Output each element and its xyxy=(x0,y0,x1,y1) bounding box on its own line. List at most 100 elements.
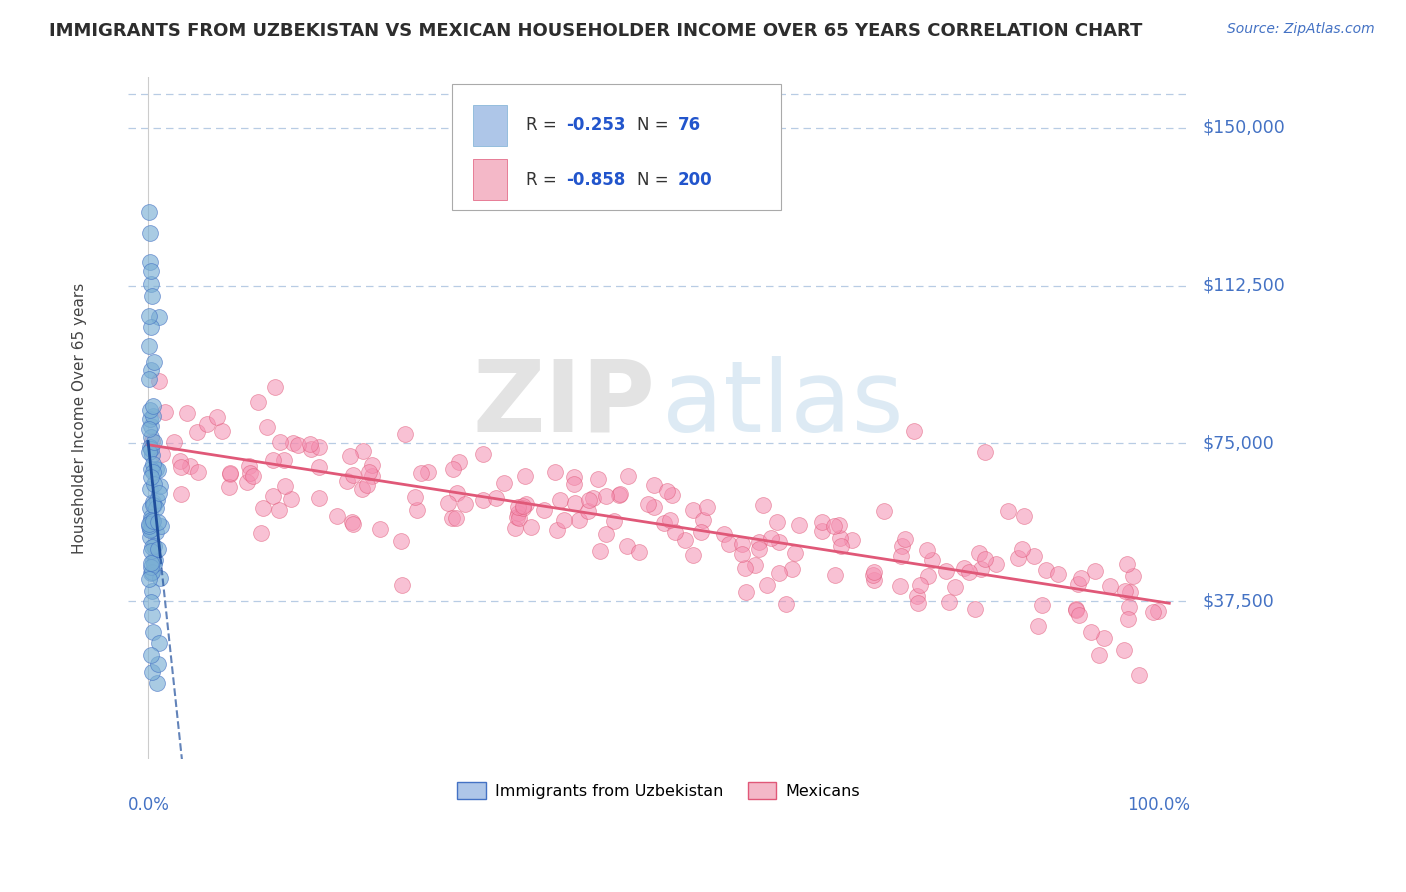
Point xyxy=(143,553,166,567)
Point xyxy=(143,498,166,512)
Point xyxy=(141,448,163,462)
Point xyxy=(139,557,162,571)
Point xyxy=(1098,579,1121,593)
Text: 200: 200 xyxy=(678,170,713,188)
Point xyxy=(440,511,463,525)
Point xyxy=(155,405,177,419)
Text: $112,500: $112,500 xyxy=(1202,277,1285,294)
Point xyxy=(969,546,991,560)
Text: -0.858: -0.858 xyxy=(567,170,626,188)
Point xyxy=(187,466,209,480)
Point xyxy=(1084,565,1107,579)
Point xyxy=(170,459,193,474)
Text: N =: N = xyxy=(637,116,675,134)
Point xyxy=(586,472,609,486)
Point xyxy=(768,566,790,580)
Point xyxy=(661,487,683,501)
Text: 76: 76 xyxy=(678,116,702,134)
Point xyxy=(508,510,530,524)
Point xyxy=(339,449,361,463)
Point xyxy=(997,504,1019,518)
Point xyxy=(562,470,585,484)
Point xyxy=(389,534,412,549)
Point xyxy=(627,545,650,559)
Point xyxy=(141,665,163,679)
Text: -0.253: -0.253 xyxy=(567,116,626,134)
Point xyxy=(256,419,278,434)
Point xyxy=(578,492,600,507)
Legend: Immigrants from Uzbekistan, Mexicans: Immigrants from Uzbekistan, Mexicans xyxy=(450,776,868,805)
Point xyxy=(150,446,173,460)
Point xyxy=(775,597,797,611)
Point xyxy=(139,470,162,484)
Point xyxy=(145,462,167,476)
Point xyxy=(766,515,789,529)
Point xyxy=(141,583,163,598)
Point xyxy=(654,516,676,530)
Point xyxy=(643,500,665,514)
Point xyxy=(943,580,966,594)
Point xyxy=(142,409,165,423)
Point xyxy=(142,499,165,513)
Point xyxy=(1070,571,1092,585)
Point xyxy=(894,532,917,546)
Point xyxy=(1035,563,1057,577)
Point xyxy=(139,320,162,334)
Point xyxy=(139,403,162,417)
Point xyxy=(1146,604,1168,618)
Point xyxy=(1114,584,1136,599)
Point xyxy=(404,490,426,504)
Point xyxy=(264,380,287,394)
Point xyxy=(148,541,170,556)
Point xyxy=(148,485,170,500)
Point xyxy=(340,515,363,529)
Point xyxy=(146,676,169,690)
Point xyxy=(903,424,925,438)
Point xyxy=(142,465,165,479)
Point xyxy=(411,466,433,480)
Point xyxy=(249,526,271,541)
FancyBboxPatch shape xyxy=(451,84,780,211)
Point xyxy=(280,492,302,507)
Point xyxy=(342,468,364,483)
Text: $37,500: $37,500 xyxy=(1202,592,1274,610)
Point xyxy=(139,412,162,426)
Point xyxy=(862,568,884,582)
Point xyxy=(246,395,269,409)
Point xyxy=(138,518,160,533)
Point xyxy=(299,437,322,451)
Point xyxy=(139,226,162,240)
Point xyxy=(143,476,166,491)
Point xyxy=(142,554,165,568)
Point xyxy=(471,492,494,507)
Point xyxy=(863,573,886,587)
Point xyxy=(682,548,704,562)
Point xyxy=(963,602,986,616)
FancyBboxPatch shape xyxy=(472,104,506,145)
Point xyxy=(142,514,165,528)
Point xyxy=(576,504,599,518)
Point xyxy=(974,552,997,566)
Point xyxy=(921,553,943,567)
Point xyxy=(1119,585,1142,599)
Point xyxy=(149,479,172,493)
Point xyxy=(141,541,163,555)
Point xyxy=(416,466,439,480)
Point xyxy=(148,310,170,325)
Point xyxy=(169,453,191,467)
Point xyxy=(138,422,160,436)
Point xyxy=(581,491,603,505)
Point xyxy=(553,513,575,527)
Point xyxy=(602,514,624,528)
Point xyxy=(142,457,165,471)
Point xyxy=(179,459,201,474)
Point xyxy=(1088,648,1111,663)
Point xyxy=(143,539,166,553)
Text: $150,000: $150,000 xyxy=(1202,119,1285,136)
Point xyxy=(139,530,162,544)
Point xyxy=(917,569,939,583)
Point xyxy=(568,513,591,527)
Point xyxy=(1012,509,1035,524)
Point xyxy=(138,339,160,353)
Point xyxy=(986,558,1008,572)
